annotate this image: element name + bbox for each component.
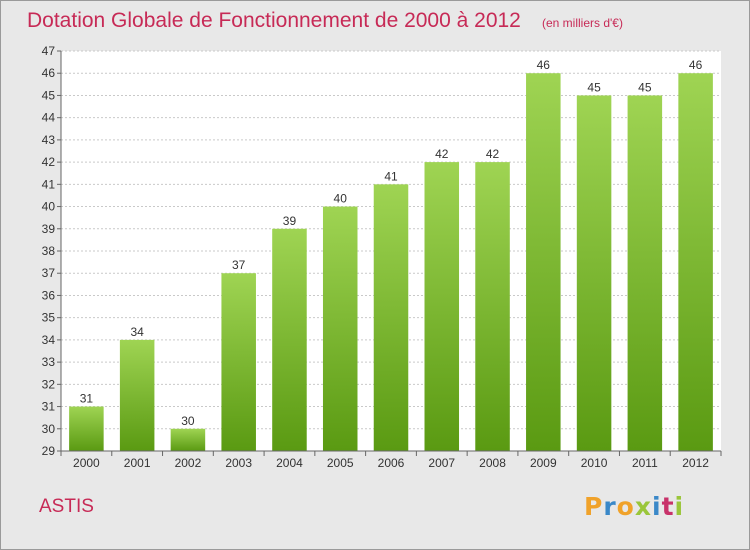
- value-label-2005: 40: [334, 192, 348, 206]
- x-tick-label-2006: 2006: [378, 456, 405, 470]
- bar-2000: [69, 406, 104, 451]
- x-tick-label-2000: 2000: [73, 456, 100, 470]
- logo-letter: x: [634, 492, 652, 521]
- x-tick-label-2005: 2005: [327, 456, 354, 470]
- x-axis: 2000 2001 2002 2003 2004 2005 2006 2007 2008 2009…: [60, 450, 722, 470]
- bar-2002: [170, 428, 206, 451]
- y-tick-label: 38: [42, 244, 56, 258]
- value-label-2010: 45: [587, 80, 601, 94]
- bar-2007: [424, 162, 460, 451]
- y-tick-label: 46: [42, 66, 56, 80]
- logo-letter: o: [616, 492, 635, 521]
- y-tick-label: 44: [42, 111, 56, 125]
- value-label-2012: 46: [689, 58, 703, 72]
- bar-2005: [322, 206, 358, 451]
- bar-2009: [526, 73, 561, 451]
- value-label-2004: 39: [283, 214, 297, 228]
- value-label-2008: 42: [486, 147, 500, 161]
- x-tick-label-2003: 2003: [225, 456, 252, 470]
- location-label: ASTIS: [39, 496, 94, 517]
- y-tick-label: 30: [42, 422, 56, 436]
- bar-2006: [373, 184, 409, 452]
- bar-2001: [119, 339, 155, 451]
- y-tick-label: 40: [42, 200, 56, 214]
- y-tick-label: 31: [42, 400, 56, 414]
- y-tick-label: 41: [42, 177, 56, 191]
- x-tick-label-2009: 2009: [530, 456, 557, 470]
- y-tick-label: 37: [42, 266, 56, 280]
- y-tick-label: 32: [42, 377, 56, 391]
- x-tick-label-2007: 2007: [428, 456, 455, 470]
- bar-2004: [272, 228, 307, 451]
- value-label-2000: 31: [80, 392, 94, 406]
- y-tick-label: 36: [42, 288, 56, 302]
- y-tick-label: 45: [42, 88, 56, 102]
- x-tick-label-2004: 2004: [276, 456, 303, 470]
- x-tick-label-2001: 2001: [124, 456, 151, 470]
- y-axis: 29 30 31 32 33 34 35 36 37 38 39 40 41 42 43 44 45 46 47: [42, 44, 62, 458]
- value-label-2011: 45: [638, 80, 652, 94]
- logo-letter: r: [603, 492, 617, 521]
- bar-2011: [627, 95, 663, 451]
- x-tick-label-2011: 2011: [632, 456, 658, 470]
- x-tick-label-2002: 2002: [175, 456, 202, 470]
- y-tick-label: 33: [42, 355, 56, 369]
- bar-2010: [576, 95, 612, 451]
- value-label-2009: 46: [537, 58, 551, 72]
- value-label-2001: 34: [130, 325, 144, 339]
- logo-letter: P: [584, 492, 604, 521]
- logo-letter: t: [661, 492, 675, 521]
- proxiti-logo[interactable]: Proxiti: [584, 492, 684, 521]
- y-tick-label: 42: [42, 155, 56, 169]
- logo-letter: i: [674, 492, 685, 521]
- x-tick-label-2010: 2010: [581, 456, 608, 470]
- x-tick-label-2008: 2008: [479, 456, 506, 470]
- bar-2008: [475, 162, 510, 451]
- value-label-2003: 37: [232, 258, 246, 272]
- bar-2003: [221, 273, 256, 451]
- bar-2012: [678, 73, 713, 451]
- value-label-2006: 41: [384, 169, 398, 183]
- bars: 31 34 30 37 39 40 41 42 42 46 45 45 46: [69, 58, 713, 452]
- value-label-2002: 30: [181, 414, 195, 428]
- y-tick-label: 29: [42, 444, 56, 458]
- y-tick-label: 35: [42, 311, 56, 325]
- y-tick-label: 39: [42, 222, 56, 236]
- chart-title: Dotation Globale de Fonctionnement de 20…: [27, 9, 521, 32]
- y-tick-label: 47: [42, 44, 56, 58]
- y-tick-label: 34: [42, 333, 56, 347]
- x-tick-label-2012: 2012: [682, 456, 709, 470]
- logo-letter: i: [652, 492, 662, 521]
- value-label-2007: 42: [435, 147, 449, 161]
- y-tick-label: 43: [42, 133, 56, 147]
- chart-subtitle: (en milliers d'€): [542, 16, 623, 30]
